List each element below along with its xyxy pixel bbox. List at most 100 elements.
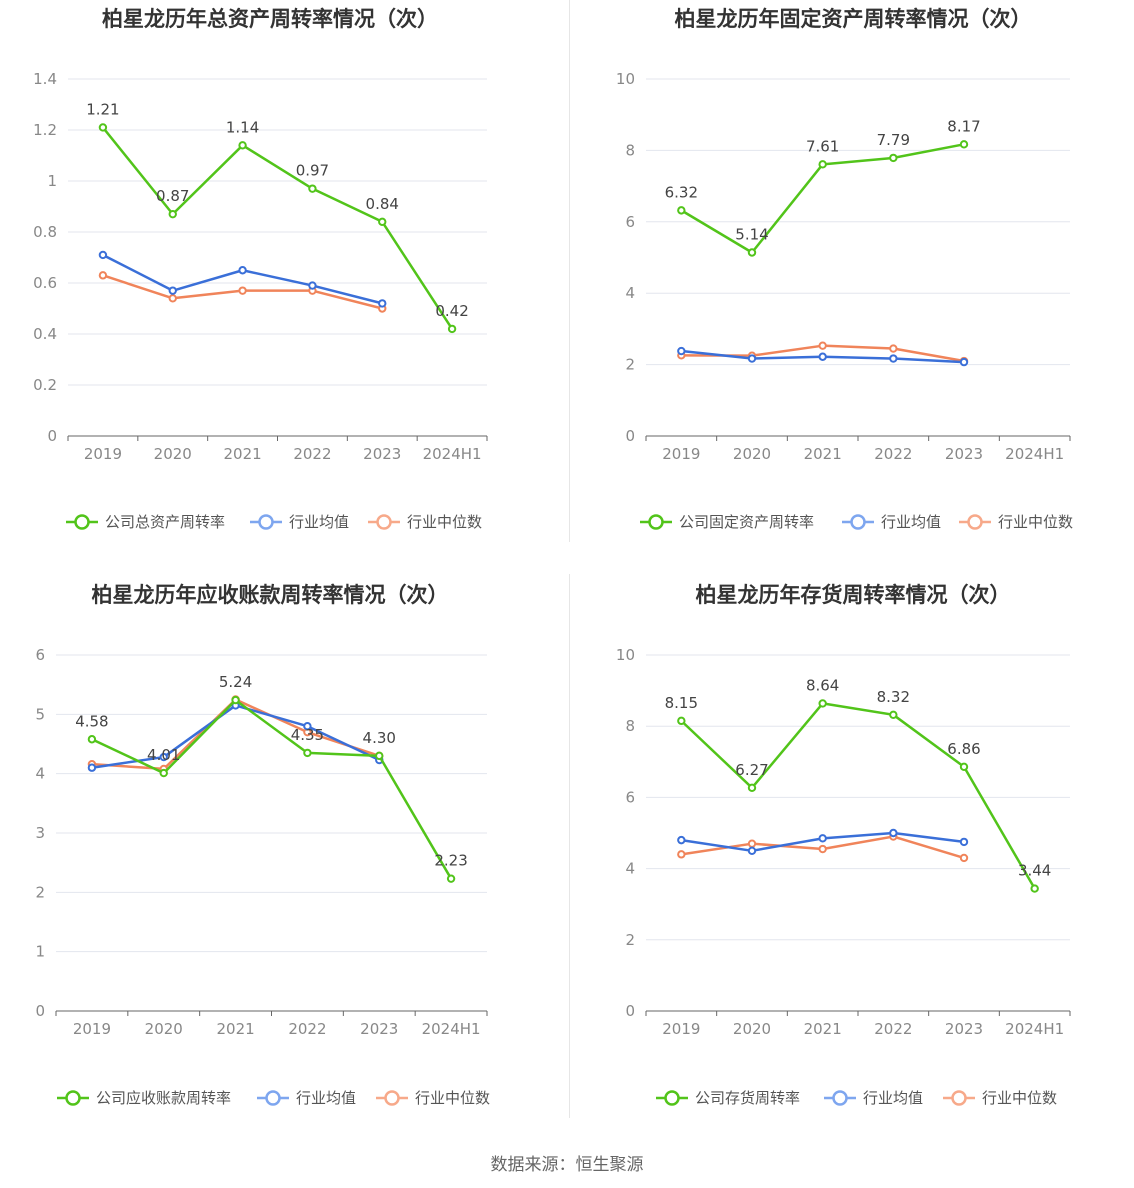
data-label: 7.79 [877,131,910,149]
data-point-industry-avg [747,354,757,363]
data-label: 4.01 [147,746,180,764]
y-tick-label: 0.8 [33,223,57,241]
chart-title: 柏星龙历年固定资产周转率情况（次） [675,7,1032,31]
y-tick-label: 3 [35,824,45,842]
x-tick-label: 2023 [945,1020,983,1038]
data-point-company [747,783,757,792]
y-tick-label: 0.6 [33,274,57,292]
divider-bottom [569,574,570,1118]
data-point-company [677,716,686,726]
x-tick-label: 2024H1 [1005,445,1064,463]
data-point-industry-avg [303,722,312,731]
data-label: 4.58 [75,712,108,730]
data-point-company [747,248,757,257]
x-tick-label: 2020 [733,445,771,463]
data-point-industry-avg [378,299,387,308]
y-tick-label: 1.2 [33,121,57,139]
source-note: 数据来源：恒生聚源 [490,1155,644,1175]
data-point-company [238,141,247,150]
data-point-industry-avg [98,250,108,260]
data-label: 8.17 [947,117,980,135]
x-tick-label: 2020 [733,1020,771,1038]
data-point-company [159,768,168,778]
series-line-industry-avg [102,253,383,305]
data-label: 0.42 [435,302,468,320]
y-tick-label: 1.4 [33,70,57,88]
data-label: 1.14 [226,118,259,136]
data-label: 6.27 [735,761,768,779]
data-label: 6.32 [665,183,698,201]
y-tick-label: 2 [625,356,635,374]
data-label: 5.14 [735,226,768,244]
data-label: 4.35 [291,726,324,744]
y-tick-label: 0 [47,427,57,445]
x-tick-label: 2021 [804,445,842,463]
series-line-company [680,702,1036,890]
data-point-company [375,751,384,761]
y-tick-label: 2 [625,931,635,949]
chart-receivables-turnover: 柏星龙历年应收账款周转率情况（次） 0 1 2 3 4 5 6 2019 2020 2021 2022… [0,576,567,1152]
data-point-company [87,735,97,744]
x-tick-label: 2021 [804,1020,842,1038]
data-point-industry-avg [87,763,97,772]
data-point-company [889,710,898,720]
y-tick-label: 1 [47,172,57,190]
x-tick-label: 2022 [288,1020,326,1038]
y-tick-label: 0 [625,427,635,445]
data-point-industry-median [168,294,177,303]
legend-label: 公司应收账款周转率 [96,1089,231,1107]
x-tick-label: 2022 [874,445,912,463]
data-point-company [818,160,827,169]
legend-marker [832,1090,848,1106]
divider-top [569,0,570,542]
y-tick-label: 4 [35,765,45,783]
legend-marker [664,1090,680,1106]
data-point-industry-avg [677,346,686,356]
data-label: 8.32 [877,688,910,706]
chart-svg: 柏星龙历年总资产周转率情况（次） 0 0.2 0.4 0.6 0.8 1 1.2 1.4 2019… [33,7,488,531]
chart-title: 柏星龙历年应收账款周转率情况（次） [92,583,449,607]
x-tick-label: 2024H1 [1005,1020,1064,1038]
x-tick-label: 2022 [293,445,331,463]
data-point-company [959,140,969,149]
data-point-industry-avg [747,846,757,855]
data-point-company [889,153,898,163]
y-tick-label: 5 [35,705,45,723]
chart-svg: 柏星龙历年存货周转率情况（次） 0 2 4 6 8 10 2019 2020 2021 2022 20… [616,583,1071,1107]
legend-label: 公司总资产周转率 [105,513,225,531]
x-tick-label: 2019 [662,1020,700,1038]
y-tick-label: 10 [616,646,635,664]
legend-label: 公司固定资产周转率 [679,513,814,531]
data-point-company [959,762,969,771]
x-tick-label: 2019 [73,1020,111,1038]
y-tick-label: 0.4 [33,325,57,343]
x-tick-label: 2019 [662,445,700,463]
series-line-company [91,698,453,880]
data-label: 8.15 [665,694,698,712]
x-tick-label: 2021 [223,445,261,463]
y-tick-label: 0 [35,1002,45,1020]
chart-fixed-asset-turnover: 柏星龙历年固定资产周转率情况（次） 0 2 4 6 8 10 2019 2020 2021 2022… [567,0,1134,576]
y-tick-label: 0.2 [33,376,57,394]
data-point-industry-avg [818,834,827,843]
legend-marker [376,514,392,530]
data-point-industry-median [889,344,898,353]
data-label: 6.86 [947,740,980,758]
data-point-industry-avg [677,835,686,845]
data-label: 1.21 [86,100,119,118]
legend-label: 公司存货周转率 [695,1089,800,1107]
y-tick-label: 8 [625,717,635,735]
data-point-industry-median [959,853,969,863]
chart-title: 柏星龙历年存货周转率情况（次） [696,583,1011,607]
y-tick-label: 4 [625,284,635,302]
data-point-industry-median [677,850,686,859]
data-point-industry-avg [889,828,898,838]
y-tick-label: 6 [35,646,45,664]
x-tick-label: 2020 [154,445,192,463]
legend-label: 行业中位数 [998,513,1073,531]
data-point-company [231,695,240,705]
data-label: 3.44 [1018,862,1051,880]
data-point-industry-median [818,341,827,350]
data-point-industry-median [238,286,247,295]
data-label: 2.23 [434,852,467,870]
